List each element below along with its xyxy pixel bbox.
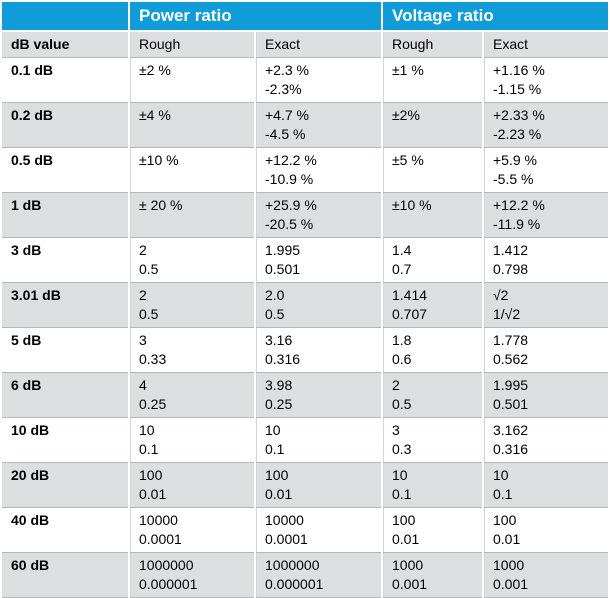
power-exact-cell: 10000 0.0001	[254, 507, 382, 553]
column-header-power-exact: Exact	[254, 31, 382, 58]
table-row: 1 dB ± 20 % +25.9 % -20.5 % ±10 % +12.2 …	[2, 192, 609, 238]
db-value-cell: 0.5 dB	[2, 147, 129, 193]
table-row: 5 dB 3 0.33 3.16 0.316 1.8 0.6 1.778 0.5…	[2, 327, 609, 373]
power-rough-cell: 10 0.1	[128, 417, 255, 463]
db-value-cell: 60 dB	[2, 552, 129, 598]
voltage-exact-cell: √2 1/√2	[481, 282, 609, 328]
voltage-exact-cell: 10 0.1	[481, 462, 609, 508]
table-row: 0.5 dB ±10 % +12.2 % -10.9 % ±5 % +5.9 %…	[2, 147, 609, 193]
power-rough-cell: 3 0.33	[128, 327, 255, 373]
table-row: 0.1 dB ±2 % +2.3 % -2.3% ±1 % +1.16 % -1…	[2, 57, 609, 103]
voltage-rough-cell: ±5 %	[381, 147, 483, 193]
table-row: 40 dB 10000 0.0001 10000 0.0001 100 0.01…	[2, 507, 609, 553]
power-exact-cell: +4.7 % -4.5 %	[254, 102, 382, 148]
power-rough-cell: ±2 %	[128, 57, 255, 103]
power-rough-cell: ± 20 %	[128, 192, 255, 238]
group-header-row: Power ratio Voltage ratio	[2, 2, 609, 32]
power-exact-cell: +12.2 % -10.9 %	[254, 147, 382, 193]
power-exact-cell: 1000000 0.000001	[254, 552, 382, 598]
power-exact-cell: 3.98 0.25	[254, 372, 382, 418]
power-exact-cell: 100 0.01	[254, 462, 382, 508]
voltage-exact-cell: 1.995 0.501	[481, 372, 609, 418]
column-header-row: dB value Rough Exact Rough Exact	[2, 31, 609, 58]
column-header-voltage-exact: Exact	[481, 31, 609, 58]
table-row: 3.01 dB 2 0.5 2.0 0.5 1.414 0.707 √2 1/√…	[2, 282, 609, 328]
voltage-rough-cell: ±1 %	[381, 57, 483, 103]
db-value-cell: 5 dB	[2, 327, 129, 373]
voltage-exact-cell: 3.162 0.316	[481, 417, 609, 463]
voltage-exact-cell: +1.16 % -1.15 %	[481, 57, 609, 103]
power-exact-cell: +2.3 % -2.3%	[254, 57, 382, 103]
power-exact-cell: 10 0.1	[254, 417, 382, 463]
group-header-voltage: Voltage ratio	[380, 2, 609, 32]
voltage-rough-cell: ±10 %	[381, 192, 483, 238]
column-header-power-rough: Rough	[128, 31, 255, 58]
power-rough-cell: 2 0.5	[128, 237, 255, 283]
power-rough-cell: 1000000 0.000001	[128, 552, 255, 598]
power-rough-cell: 2 0.5	[128, 282, 255, 328]
power-exact-cell: 2.0 0.5	[254, 282, 382, 328]
voltage-exact-cell: +2.33 % -2.23 %	[481, 102, 609, 148]
voltage-rough-cell: 10 0.1	[381, 462, 483, 508]
table-row: 3 dB 2 0.5 1.995 0.501 1.4 0.7 1.412 0.7…	[2, 237, 609, 283]
db-value-cell: 20 dB	[2, 462, 129, 508]
group-header-power: Power ratio	[128, 2, 382, 32]
table-row: 0.2 dB ±4 % +4.7 % -4.5 % ±2% +2.33 % -2…	[2, 102, 609, 148]
voltage-rough-cell: ±2%	[381, 102, 483, 148]
corner-cell	[2, 2, 129, 32]
voltage-rough-cell: 3 0.3	[381, 417, 483, 463]
db-value-cell: 3 dB	[2, 237, 129, 283]
db-value-cell: 6 dB	[2, 372, 129, 418]
table-row: 6 dB 4 0.25 3.98 0.25 2 0.5 1.995 0.501	[2, 372, 609, 418]
power-rough-cell: 4 0.25	[128, 372, 255, 418]
power-exact-cell: 3.16 0.316	[254, 327, 382, 373]
db-value-cell: 0.1 dB	[2, 57, 129, 103]
voltage-exact-cell: 1.412 0.798	[481, 237, 609, 283]
voltage-exact-cell: +12.2 % -11.9 %	[481, 192, 609, 238]
power-exact-cell: 1.995 0.501	[254, 237, 382, 283]
power-rough-cell: ±4 %	[128, 102, 255, 148]
voltage-rough-cell: 1.4 0.7	[381, 237, 483, 283]
voltage-exact-cell: +5.9 % -5.5 %	[481, 147, 609, 193]
column-header-voltage-rough: Rough	[381, 31, 483, 58]
db-value-cell: 3.01 dB	[2, 282, 129, 328]
voltage-rough-cell: 100 0.01	[381, 507, 483, 553]
voltage-exact-cell: 1000 0.001	[481, 552, 609, 598]
table-row: 10 dB 10 0.1 10 0.1 3 0.3 3.162 0.316	[2, 417, 609, 463]
db-value-cell: 10 dB	[2, 417, 129, 463]
power-rough-cell: 100 0.01	[128, 462, 255, 508]
power-rough-cell: ±10 %	[128, 147, 255, 193]
voltage-rough-cell: 1.414 0.707	[381, 282, 483, 328]
voltage-rough-cell: 1.8 0.6	[381, 327, 483, 373]
power-exact-cell: +25.9 % -20.5 %	[254, 192, 382, 238]
column-header-db-value: dB value	[2, 31, 129, 58]
voltage-exact-cell: 100 0.01	[481, 507, 609, 553]
db-value-cell: 1 dB	[2, 192, 129, 238]
voltage-exact-cell: 1.778 0.562	[481, 327, 609, 373]
table-row: 20 dB 100 0.01 100 0.01 10 0.1 10 0.1	[2, 462, 609, 508]
voltage-rough-cell: 2 0.5	[381, 372, 483, 418]
db-value-cell: 40 dB	[2, 507, 129, 553]
power-rough-cell: 10000 0.0001	[128, 507, 255, 553]
table-row: 60 dB 1000000 0.000001 1000000 0.000001 …	[2, 552, 609, 598]
db-value-cell: 0.2 dB	[2, 102, 129, 148]
voltage-rough-cell: 1000 0.001	[381, 552, 483, 598]
